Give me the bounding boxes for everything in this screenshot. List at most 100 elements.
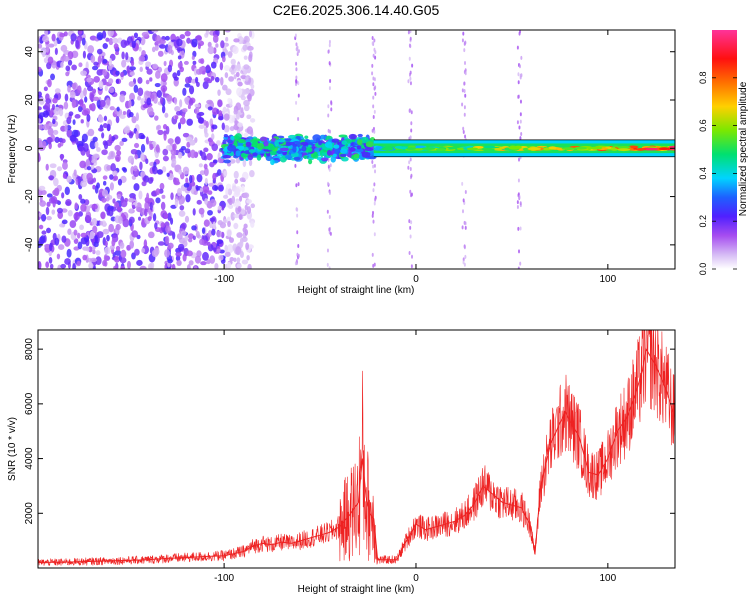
heatmap-cell bbox=[143, 175, 150, 183]
heatmap-cell bbox=[221, 122, 225, 131]
heatmap-cell bbox=[227, 220, 231, 228]
heatmap-cell bbox=[65, 65, 71, 72]
heatmap-cell bbox=[493, 147, 502, 151]
heatmap-cell bbox=[327, 164, 330, 169]
heatmap-cell bbox=[373, 77, 376, 82]
heatmap-cell bbox=[64, 186, 70, 196]
heatmap-cell bbox=[340, 148, 348, 154]
heatmap-cell bbox=[166, 172, 170, 177]
heatmap-cells bbox=[38, 30, 675, 269]
heatmap-cell bbox=[72, 262, 76, 269]
heatmap-cell bbox=[296, 207, 299, 212]
heatmap-cell bbox=[259, 136, 268, 142]
heatmap-cell bbox=[186, 141, 191, 148]
heatmap-cell bbox=[136, 259, 143, 266]
heatmap-cell bbox=[45, 163, 49, 171]
heatmap-cell bbox=[162, 87, 166, 96]
heatmap-cell bbox=[227, 97, 232, 104]
heatmap-cell bbox=[371, 159, 374, 164]
heatmap-cell bbox=[93, 61, 99, 66]
heatmap-cell bbox=[332, 153, 337, 158]
heatmap-cell bbox=[194, 106, 200, 115]
heatmap-cell bbox=[517, 72, 520, 77]
heatmap-cell bbox=[406, 147, 416, 151]
heatmap-cell bbox=[113, 265, 118, 269]
heatmap-cell bbox=[635, 148, 646, 151]
heatmap-cell bbox=[188, 85, 195, 95]
heatmap-cell bbox=[149, 77, 153, 82]
heatmap-cell bbox=[68, 111, 74, 117]
heatmap-cell bbox=[589, 146, 603, 150]
heatmap-cell bbox=[265, 155, 273, 162]
heatmap-cell bbox=[74, 114, 81, 119]
heatmap-cell bbox=[159, 96, 164, 105]
heatmap-cell bbox=[60, 61, 64, 68]
heatmap-cell bbox=[82, 254, 88, 261]
heatmap-cell bbox=[228, 204, 234, 210]
heatmap-cell bbox=[119, 113, 126, 119]
heatmap-cell bbox=[223, 113, 230, 121]
heatmap-cell bbox=[330, 107, 333, 112]
heatmap-cell bbox=[328, 227, 331, 232]
heatmap-cell bbox=[61, 192, 65, 199]
heatmap-cell bbox=[178, 200, 183, 206]
heatmap-cell bbox=[463, 41, 466, 46]
heatmap-cell bbox=[71, 64, 77, 71]
heatmap-cell bbox=[371, 35, 374, 40]
heatmap-cell bbox=[140, 152, 145, 161]
heatmap-cell bbox=[295, 47, 298, 52]
heatmap-cell bbox=[38, 112, 46, 118]
heatmap-cell bbox=[462, 260, 465, 265]
heatmap-cell bbox=[464, 134, 467, 139]
heatmap-cell bbox=[76, 232, 81, 239]
x-tick-label: 100 bbox=[600, 274, 617, 285]
snr-noise-line bbox=[38, 330, 675, 566]
heatmap-cell bbox=[243, 55, 248, 60]
heatmap-cell bbox=[236, 87, 243, 97]
heatmap-cell bbox=[45, 206, 50, 216]
colorbar-tick-label: 0.2 bbox=[698, 215, 708, 228]
heatmap-cell bbox=[109, 106, 115, 111]
heatmap-cell bbox=[131, 115, 137, 124]
heatmap-cell bbox=[111, 239, 116, 247]
heatmap-cell bbox=[78, 62, 83, 68]
heatmap-cell bbox=[73, 238, 79, 244]
heatmap-cell bbox=[173, 97, 178, 105]
heatmap-cell bbox=[91, 203, 98, 210]
heatmap-cell bbox=[185, 177, 189, 184]
heatmap-cell bbox=[152, 213, 157, 222]
heatmap-cell bbox=[232, 45, 239, 54]
heatmap-cell bbox=[102, 123, 108, 129]
heatmap-cell bbox=[56, 253, 61, 260]
heatmap-cell bbox=[177, 187, 182, 197]
heatmap-cell bbox=[148, 231, 155, 239]
heatmap-cell bbox=[246, 254, 250, 261]
heatmap-cell bbox=[237, 122, 243, 128]
heatmap-cell bbox=[115, 70, 120, 76]
heatmap-cell bbox=[170, 149, 177, 156]
heatmap-cell bbox=[132, 204, 136, 210]
heatmap-cell bbox=[519, 119, 522, 124]
heatmap-cell bbox=[414, 147, 424, 151]
heatmap-cell bbox=[328, 143, 333, 149]
heatmap-cell bbox=[192, 208, 196, 216]
heatmap-cell bbox=[216, 248, 221, 253]
heatmap-cell bbox=[218, 254, 224, 261]
heatmap-cell bbox=[519, 112, 522, 117]
heatmap-cell bbox=[85, 158, 90, 167]
heatmap-cell bbox=[561, 147, 576, 151]
heatmap-cell bbox=[195, 231, 200, 238]
heatmap-cell bbox=[463, 220, 466, 225]
heatmap-cell bbox=[63, 55, 70, 62]
heatmap-cell bbox=[295, 183, 298, 188]
heatmap-cell bbox=[119, 257, 127, 264]
heatmap-cell bbox=[372, 210, 375, 215]
heatmap-cell bbox=[101, 189, 109, 197]
heatmap-cell bbox=[182, 253, 187, 262]
heatmap-cell bbox=[250, 203, 256, 209]
heatmap-cell bbox=[90, 55, 96, 63]
heatmap-cell bbox=[197, 117, 204, 124]
heatmap-cell bbox=[313, 152, 319, 159]
heatmap-cell bbox=[92, 177, 97, 183]
heatmap-cell bbox=[300, 141, 309, 146]
